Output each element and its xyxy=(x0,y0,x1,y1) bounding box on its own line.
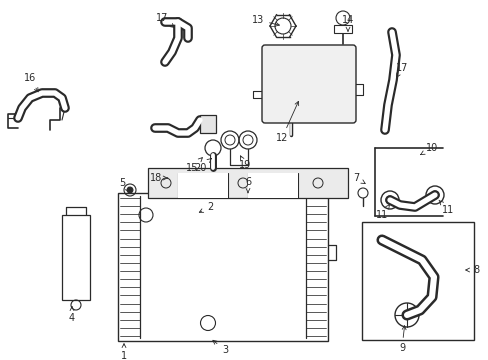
Text: 20: 20 xyxy=(193,158,211,173)
Text: 12: 12 xyxy=(275,102,298,143)
Text: 18: 18 xyxy=(149,173,167,183)
Text: 7: 7 xyxy=(352,173,365,184)
Text: 11: 11 xyxy=(375,204,389,220)
Text: 10: 10 xyxy=(420,143,437,155)
Polygon shape xyxy=(178,173,227,198)
Text: 11: 11 xyxy=(438,200,453,215)
Text: 16: 16 xyxy=(24,73,38,92)
Text: 17: 17 xyxy=(395,63,407,77)
Text: 1: 1 xyxy=(121,344,127,360)
Circle shape xyxy=(430,191,438,199)
Bar xyxy=(148,168,347,198)
Text: 4: 4 xyxy=(69,307,75,323)
Bar xyxy=(140,195,305,339)
Bar xyxy=(333,25,351,33)
Bar xyxy=(361,222,473,340)
Text: 15: 15 xyxy=(185,158,202,173)
Text: 5: 5 xyxy=(119,178,129,192)
Circle shape xyxy=(127,187,133,193)
Text: 8: 8 xyxy=(465,265,478,275)
Text: 13: 13 xyxy=(251,15,279,26)
Bar xyxy=(118,193,327,341)
Text: 2: 2 xyxy=(199,202,213,212)
Text: 19: 19 xyxy=(238,156,251,170)
Text: 3: 3 xyxy=(212,340,227,355)
FancyBboxPatch shape xyxy=(262,45,355,123)
Text: 14: 14 xyxy=(341,15,353,31)
Text: 9: 9 xyxy=(398,326,405,353)
Text: 17: 17 xyxy=(156,13,174,27)
Bar xyxy=(62,215,90,300)
Text: 6: 6 xyxy=(244,177,250,193)
Polygon shape xyxy=(247,173,297,198)
Circle shape xyxy=(385,196,393,204)
Bar xyxy=(200,115,216,133)
